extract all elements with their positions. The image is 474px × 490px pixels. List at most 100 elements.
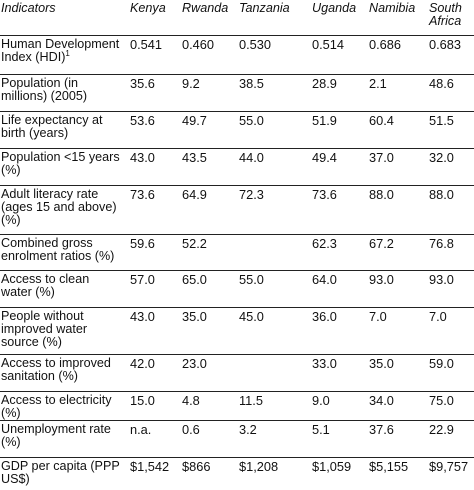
cell-rwanda: 65.0: [179, 271, 236, 308]
cell-kenya: 59.6: [127, 235, 179, 271]
cell-rwanda: $866: [179, 458, 236, 490]
table-row: Access to electricity (%) 15.0 4.8 11.5 …: [0, 392, 474, 421]
cell-kenya: 53.6: [127, 112, 179, 149]
table-row: Unemployment rate (%) n.a. 0.6 3.2 5.1 3…: [0, 421, 474, 458]
cell-namibia: 60.4: [366, 112, 426, 149]
header-uganda: Uganda: [309, 0, 366, 36]
row-label-hdi: Human Development Index (HDI)1: [0, 36, 127, 75]
cell-tanzania: 55.0: [236, 112, 309, 149]
cell-namibia: 88.0: [366, 186, 426, 235]
cell-uganda: 36.0: [309, 308, 366, 355]
cell-tanzania: $1,208: [236, 458, 309, 490]
cell-rwanda: 0.6: [179, 421, 236, 458]
table-row: Population <15 years (%) 43.0 43.5 44.0 …: [0, 149, 474, 186]
cell-rwanda: 43.5: [179, 149, 236, 186]
cell-south-africa: 32.0: [426, 149, 474, 186]
cell-namibia: 0.686: [366, 36, 426, 75]
cell-kenya: $1,542: [127, 458, 179, 490]
cell-tanzania: 55.0: [236, 271, 309, 308]
header-row: Indicators Kenya Rwanda Tanzania Uganda …: [0, 0, 474, 36]
cell-kenya: 42.0: [127, 355, 179, 392]
cell-south-africa: 48.6: [426, 75, 474, 112]
cell-uganda: 64.0: [309, 271, 366, 308]
cell-uganda: 51.9: [309, 112, 366, 149]
cell-rwanda: 64.9: [179, 186, 236, 235]
cell-kenya: 15.0: [127, 392, 179, 421]
cell-rwanda: 35.0: [179, 308, 236, 355]
cell-south-africa: 88.0: [426, 186, 474, 235]
cell-uganda: 9.0: [309, 392, 366, 421]
cell-rwanda: 23.0: [179, 355, 236, 392]
cell-south-africa: 0.683: [426, 36, 474, 75]
cell-kenya: 35.6: [127, 75, 179, 112]
cell-tanzania: 0.530: [236, 36, 309, 75]
row-label-without-water: People without improved water source (%): [0, 308, 127, 355]
cell-rwanda: 9.2: [179, 75, 236, 112]
cell-tanzania: 72.3: [236, 186, 309, 235]
header-south-africa: South Africa: [426, 0, 474, 36]
cell-uganda: 73.6: [309, 186, 366, 235]
cell-namibia: 2.1: [366, 75, 426, 112]
cell-tanzania: [236, 235, 309, 271]
row-label-sanitation: Access to improved sanitation (%): [0, 355, 127, 392]
cell-south-africa: 59.0: [426, 355, 474, 392]
cell-rwanda: 49.7: [179, 112, 236, 149]
row-label-population-under-15: Population <15 years (%): [0, 149, 127, 186]
row-label-clean-water: Access to clean water (%): [0, 271, 127, 308]
table-row: GDP per capita (PPP US$) $1,542 $866 $1,…: [0, 458, 474, 490]
cell-namibia: $5,155: [366, 458, 426, 490]
row-label-adult-literacy: Adult literacy rate (ages 15 and above) …: [0, 186, 127, 235]
cell-tanzania: [236, 355, 309, 392]
cell-tanzania: 45.0: [236, 308, 309, 355]
cell-namibia: 93.0: [366, 271, 426, 308]
cell-rwanda: 4.8: [179, 392, 236, 421]
cell-tanzania: 38.5: [236, 75, 309, 112]
row-label-electricity: Access to electricity (%): [0, 392, 127, 421]
header-namibia: Namibia: [366, 0, 426, 36]
cell-kenya: n.a.: [127, 421, 179, 458]
table-row: Access to improved sanitation (%) 42.0 2…: [0, 355, 474, 392]
table-row: Access to clean water (%) 57.0 65.0 55.0…: [0, 271, 474, 308]
table-row: Population (in millions) (2005) 35.6 9.2…: [0, 75, 474, 112]
cell-south-africa: $9,757: [426, 458, 474, 490]
cell-kenya: 57.0: [127, 271, 179, 308]
row-label-unemployment: Unemployment rate (%): [0, 421, 127, 458]
cell-south-africa: 75.0: [426, 392, 474, 421]
cell-tanzania: 3.2: [236, 421, 309, 458]
row-label-text: Human Development Index (HDI): [1, 37, 119, 64]
table-row: Combined gross enrolment ratios (%) 59.6…: [0, 235, 474, 271]
table-row: Life expectancy at birth (years) 53.6 49…: [0, 112, 474, 149]
cell-tanzania: 44.0: [236, 149, 309, 186]
cell-namibia: 37.0: [366, 149, 426, 186]
cell-uganda: 62.3: [309, 235, 366, 271]
header-kenya: Kenya: [127, 0, 179, 36]
cell-namibia: 35.0: [366, 355, 426, 392]
cell-rwanda: 52.2: [179, 235, 236, 271]
cell-kenya: 43.0: [127, 149, 179, 186]
footnote-marker: 1: [65, 49, 69, 58]
cell-south-africa: 7.0: [426, 308, 474, 355]
table-row: Adult literacy rate (ages 15 and above) …: [0, 186, 474, 235]
cell-uganda: 33.0: [309, 355, 366, 392]
cell-uganda: 5.1: [309, 421, 366, 458]
cell-kenya: 0.541: [127, 36, 179, 75]
cell-uganda: 49.4: [309, 149, 366, 186]
table-row: Human Development Index (HDI)1 0.541 0.4…: [0, 36, 474, 75]
cell-namibia: 34.0: [366, 392, 426, 421]
cell-tanzania: 11.5: [236, 392, 309, 421]
header-indicators: Indicators: [0, 0, 127, 36]
cell-namibia: 7.0: [366, 308, 426, 355]
cell-namibia: 67.2: [366, 235, 426, 271]
table-row: People without improved water source (%)…: [0, 308, 474, 355]
cell-south-africa: 76.8: [426, 235, 474, 271]
header-rwanda: Rwanda: [179, 0, 236, 36]
header-tanzania: Tanzania: [236, 0, 309, 36]
cell-south-africa: 93.0: [426, 271, 474, 308]
cell-namibia: 37.6: [366, 421, 426, 458]
cell-uganda: $1,059: [309, 458, 366, 490]
row-label-enrolment: Combined gross enrolment ratios (%): [0, 235, 127, 271]
cell-rwanda: 0.460: [179, 36, 236, 75]
cell-uganda: 28.9: [309, 75, 366, 112]
row-label-population: Population (in millions) (2005): [0, 75, 127, 112]
